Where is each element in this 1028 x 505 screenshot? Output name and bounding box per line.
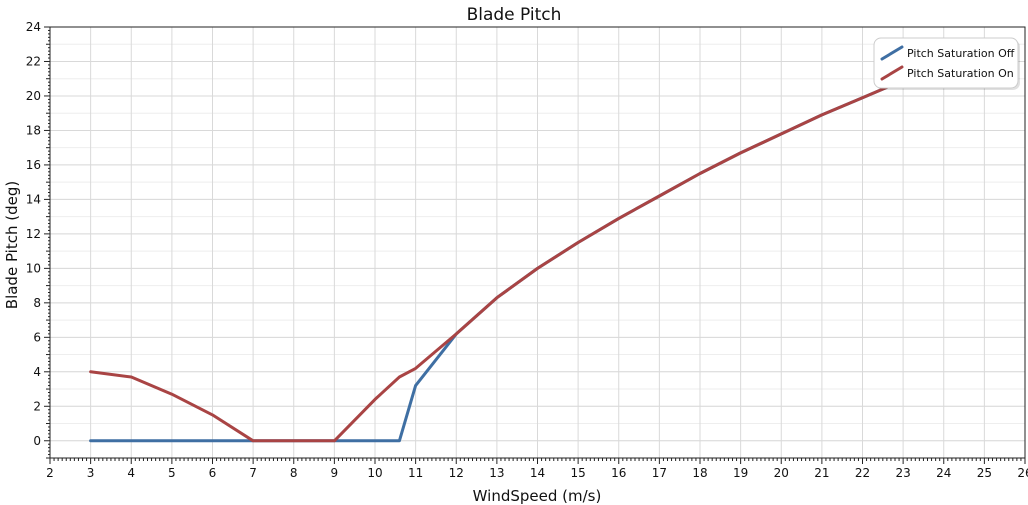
x-tick-label: 20 (774, 466, 789, 480)
y-tick-label: 6 (33, 330, 41, 344)
series-line (89, 78, 905, 443)
x-tick-label: 21 (814, 466, 829, 480)
y-tick-label: 22 (26, 54, 41, 68)
legend-label: Pitch Saturation On (907, 67, 1014, 80)
x-tick-label: 11 (408, 466, 423, 480)
legend-label: Pitch Saturation Off (907, 47, 1015, 60)
y-tick-label: 18 (26, 123, 41, 137)
x-tick-label: 9 (331, 466, 339, 480)
plot-area: 2 3 4 5 6 7 8 9 10 11 12 13 14 15 16 17 18 19 20 21 22 23 24 25… (26, 20, 1028, 480)
x-tick-label: 26 (1017, 466, 1028, 480)
x-tick-label: 22 (855, 466, 870, 480)
x-tick-label: 16 (611, 466, 626, 480)
chart-title: Blade Pitch (467, 5, 562, 25)
y-tick-label: 2 (33, 399, 41, 413)
x-tick-label: 2 (46, 466, 54, 480)
y-tick-label: 20 (26, 89, 41, 103)
series-lines (89, 78, 905, 443)
x-axis-ticks (49, 458, 1026, 464)
y-axis-ticks (44, 26, 50, 459)
x-tick-labels: 2 3 4 5 6 7 8 9 10 11 12 13 14 15 16 17 18 19 20 21 22 23 24 25… (46, 466, 1028, 480)
y-tick-label: 0 (33, 434, 41, 448)
x-tick-label: 14 (530, 466, 545, 480)
x-tick-label: 5 (168, 466, 176, 480)
major-gridlines (49, 26, 1026, 458)
x-tick-label: 25 (977, 466, 992, 480)
y-tick-label: 12 (26, 227, 41, 241)
x-tick-label: 4 (127, 466, 135, 480)
x-tick-label: 7 (249, 466, 257, 480)
x-tick-label: 18 (692, 466, 707, 480)
legend-item: Pitch Saturation On (880, 65, 1014, 81)
x-tick-label: 6 (209, 466, 217, 480)
x-tick-label: 19 (733, 466, 748, 480)
x-tick-label: 23 (895, 466, 910, 480)
legend-box (873, 37, 1019, 89)
x-tick-label: 10 (367, 466, 382, 480)
y-tick-label: 14 (26, 192, 41, 206)
x-tick-label: 13 (489, 466, 504, 480)
x-tick-label: 12 (449, 466, 464, 480)
y-tick-label: 4 (33, 365, 41, 379)
x-axis-label: WindSpeed (m/s) (473, 487, 602, 505)
legend-swatch (880, 65, 904, 81)
x-tick-label: 15 (570, 466, 585, 480)
y-tick-label: 10 (26, 261, 41, 275)
legend-item: Pitch Saturation Off (880, 45, 1015, 61)
x-tick-label: 24 (936, 466, 951, 480)
x-tick-label: 8 (290, 466, 298, 480)
legend-swatch (880, 45, 904, 61)
y-tick-label: 16 (26, 158, 41, 172)
x-tick-label: 17 (652, 466, 667, 480)
y-tick-label: 8 (33, 296, 41, 310)
y-tick-label: 24 (26, 20, 41, 34)
legend: Pitch Saturation Off Pitch Saturation On (873, 37, 1020, 90)
y-axis-label: Blade Pitch (deg) (3, 181, 21, 309)
x-tick-label: 3 (87, 466, 95, 480)
